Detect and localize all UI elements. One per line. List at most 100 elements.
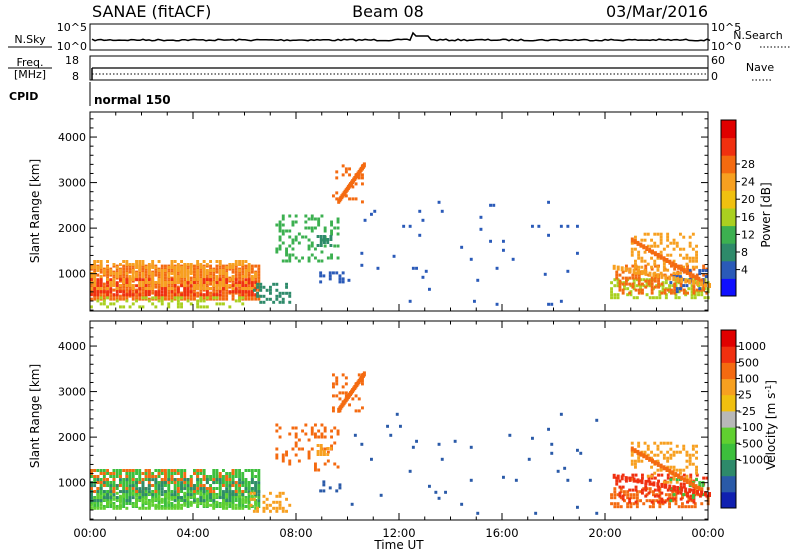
- velocity-cell: [241, 506, 245, 510]
- power-cell: [272, 300, 276, 304]
- power-cell: [674, 278, 678, 282]
- power-cell: [361, 173, 364, 177]
- power-cell: [697, 290, 700, 294]
- power-cell: [354, 197, 358, 201]
- velocity-cell: [257, 487, 261, 490]
- power-cell: [106, 270, 109, 274]
- velocity-cell: [231, 475, 235, 478]
- velocity-streak-cell: [685, 479, 689, 484]
- power-cell: [189, 290, 193, 294]
- power-cell: [314, 247, 317, 251]
- velocity-cell: [199, 469, 203, 472]
- velocity-cell: [241, 475, 245, 478]
- power-streak-cell: [685, 270, 689, 275]
- cpid-mode: normal 150: [94, 93, 171, 107]
- power-cell: [170, 294, 174, 298]
- power-cell: [218, 284, 222, 287]
- power-cell: [228, 290, 232, 294]
- velocity-streak-cell: [644, 479, 648, 485]
- power-cell: [310, 229, 314, 233]
- power-cell: [164, 284, 167, 287]
- velocity-cell: [225, 487, 229, 491]
- velocity-cell: [128, 469, 132, 472]
- power-cell: [90, 282, 93, 286]
- power-cell: [160, 281, 164, 284]
- power-cell: [106, 278, 109, 281]
- velocity-cell: [304, 423, 308, 427]
- velocity-cell: [209, 490, 212, 493]
- velocity-cell: [547, 427, 550, 431]
- power-cell: [131, 263, 135, 266]
- velocity-cell: [112, 478, 116, 481]
- power-cell: [109, 278, 113, 282]
- power-cell: [212, 281, 216, 284]
- velocity-cell: [115, 484, 119, 488]
- velocity-cell: [170, 472, 174, 475]
- velocity-cell: [173, 503, 177, 507]
- velocity-cell: [695, 473, 699, 477]
- power-cell: [225, 276, 229, 280]
- power-cell: [238, 270, 241, 274]
- velocity-cell: [634, 488, 638, 492]
- velocity-cell: [671, 490, 675, 494]
- velocity-streak-cell: [630, 446, 634, 452]
- velocity-cell: [341, 391, 345, 395]
- power-cell: [154, 305, 158, 309]
- velocity-cell: [209, 475, 212, 478]
- power-cell: [285, 253, 288, 257]
- power-cell: [96, 290, 100, 294]
- velocity-cell: [186, 490, 190, 493]
- power-cell: [170, 266, 174, 269]
- velocity-cell: [115, 469, 119, 472]
- power-cell: [215, 270, 219, 274]
- velocity-cell: [668, 493, 671, 497]
- power-cell: [326, 241, 330, 244]
- power-cell: [138, 291, 142, 295]
- power-cell: [643, 238, 647, 242]
- velocity-cell: [652, 493, 655, 497]
- velocity-cell: [262, 509, 266, 513]
- power-cell: [173, 272, 177, 275]
- velocity-cell: [662, 441, 666, 445]
- velocity-cell: [176, 506, 180, 510]
- velocity-cell: [93, 496, 97, 499]
- power-cell: [621, 276, 625, 280]
- velocity-streak-cell: [665, 467, 669, 472]
- power-cell: [648, 284, 652, 288]
- power-cell: [673, 291, 677, 295]
- velocity-cell: [202, 475, 206, 478]
- power-cell: [222, 287, 225, 291]
- power-cell: [351, 185, 355, 189]
- velocity-cell: [144, 500, 148, 504]
- power-streak-cell: [684, 278, 688, 284]
- power-cell: [176, 269, 180, 272]
- velocity-cell: [173, 487, 177, 490]
- power-cell: [657, 282, 660, 286]
- power-cell: [656, 232, 660, 236]
- power-cell: [294, 220, 298, 224]
- velocity-cell: [619, 487, 623, 491]
- power-cell: [164, 281, 167, 284]
- power-cell: [144, 273, 148, 277]
- power-cell: [106, 266, 109, 269]
- power-cell: [106, 293, 109, 297]
- power-cell: [615, 270, 619, 274]
- velocity-cell: [675, 478, 679, 482]
- power-cell: [119, 278, 122, 282]
- power-cell: [167, 276, 171, 280]
- power-cell: [138, 284, 142, 287]
- velocity-cell: [176, 487, 180, 490]
- velocity-cell: [307, 450, 311, 454]
- power-cell: [222, 302, 225, 306]
- velocity-cell: [319, 447, 323, 450]
- power-cell: [189, 269, 193, 272]
- power-cell: [131, 293, 135, 297]
- velocity-cell: [173, 478, 177, 482]
- velocity-cell: [650, 450, 653, 454]
- power-cell: [138, 270, 142, 274]
- power-cell: [205, 287, 209, 290]
- power-cell: [259, 282, 263, 286]
- velocity-cell: [254, 500, 258, 504]
